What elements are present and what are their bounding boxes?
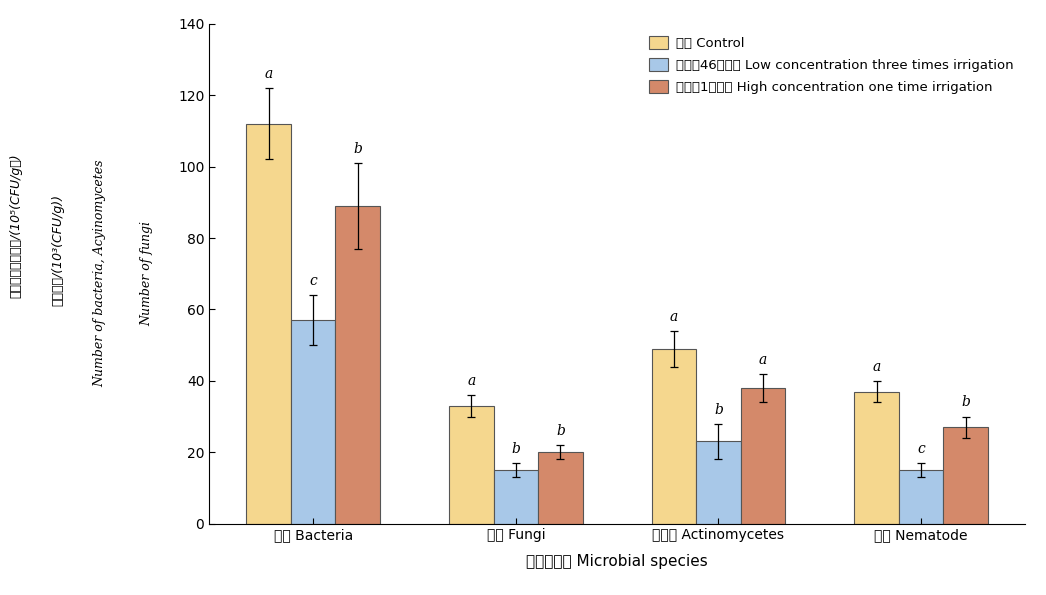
Bar <box>899 470 943 524</box>
Text: Number of bacteria, Acyinomycetes: Number of bacteria, Acyinomycetes <box>93 160 106 387</box>
Text: b: b <box>961 395 970 409</box>
Text: 真菌数量/(10³(CFU/g)): 真菌数量/(10³(CFU/g)) <box>51 194 64 306</box>
Bar <box>697 441 741 524</box>
Text: c: c <box>917 441 925 456</box>
Bar <box>538 452 583 524</box>
Text: a: a <box>872 359 881 374</box>
Text: 细菌、放线菌数量/(10⁵(CFU/g）): 细菌、放线菌数量/(10⁵(CFU/g）) <box>9 154 22 299</box>
Text: b: b <box>511 441 520 456</box>
Text: a: a <box>265 67 273 81</box>
Bar <box>246 124 291 524</box>
Bar <box>855 392 899 524</box>
Bar <box>652 349 697 524</box>
Text: b: b <box>354 142 362 156</box>
X-axis label: 微生物种类 Microbial species: 微生物种类 Microbial species <box>526 553 708 569</box>
Text: a: a <box>669 309 678 324</box>
Bar <box>336 206 380 524</box>
Bar <box>449 406 494 524</box>
Bar <box>494 470 538 524</box>
Bar <box>291 320 336 524</box>
Text: a: a <box>468 374 475 388</box>
Text: a: a <box>759 352 767 367</box>
Text: c: c <box>310 274 317 288</box>
Text: b: b <box>556 424 565 438</box>
Bar <box>943 427 988 524</box>
Text: Number of fungi: Number of fungi <box>140 221 153 326</box>
Legend: 原始 Control, 低浓制46次浇灌 Low concentration three times irrigation, 高浓制1次浇灌 High conc: 原始 Control, 低浓制46次浇灌 Low concentration t… <box>644 30 1019 99</box>
Bar <box>741 388 786 524</box>
Text: b: b <box>714 402 723 416</box>
